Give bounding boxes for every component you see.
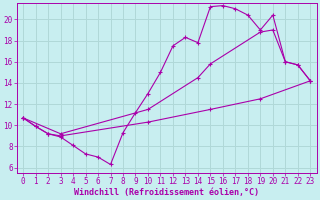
X-axis label: Windchill (Refroidissement éolien,°C): Windchill (Refroidissement éolien,°C) [74,188,259,197]
